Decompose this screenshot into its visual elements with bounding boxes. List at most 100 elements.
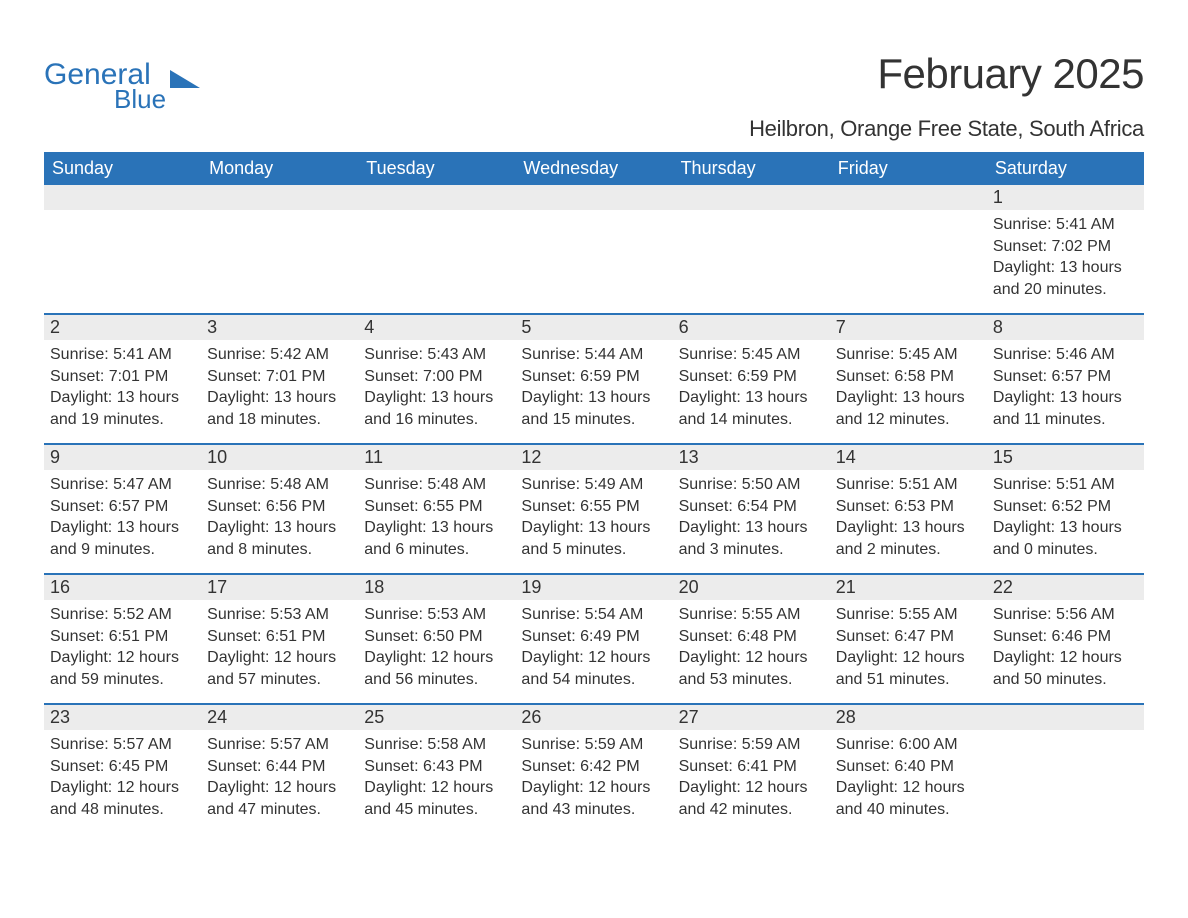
day-content: Sunrise: 5:49 AMSunset: 6:55 PMDaylight:… (515, 470, 672, 568)
day-content: Sunrise: 5:57 AMSunset: 6:45 PMDaylight:… (44, 730, 201, 828)
day-cell: 6Sunrise: 5:45 AMSunset: 6:59 PMDaylight… (673, 315, 830, 443)
day-dl2: and 14 minutes. (679, 409, 824, 431)
day-cell: 22Sunrise: 5:56 AMSunset: 6:46 PMDayligh… (987, 575, 1144, 703)
day-sunset: Sunset: 6:55 PM (364, 496, 509, 518)
day-number (358, 185, 515, 210)
day-content: Sunrise: 5:48 AMSunset: 6:56 PMDaylight:… (201, 470, 358, 568)
logo-icon (170, 66, 200, 88)
day-cell: 13Sunrise: 5:50 AMSunset: 6:54 PMDayligh… (673, 445, 830, 573)
day-dl1: Daylight: 13 hours (993, 257, 1138, 279)
weekday-header: Wednesday (515, 152, 672, 185)
day-number: 12 (515, 445, 672, 470)
logo-word-blue: Blue (114, 86, 166, 112)
day-dl1: Daylight: 12 hours (521, 777, 666, 799)
day-content: Sunrise: 5:59 AMSunset: 6:42 PMDaylight:… (515, 730, 672, 828)
day-cell: 7Sunrise: 5:45 AMSunset: 6:58 PMDaylight… (830, 315, 987, 443)
day-content: Sunrise: 5:47 AMSunset: 6:57 PMDaylight:… (44, 470, 201, 568)
day-cell: 23Sunrise: 5:57 AMSunset: 6:45 PMDayligh… (44, 705, 201, 833)
day-cell: 25Sunrise: 5:58 AMSunset: 6:43 PMDayligh… (358, 705, 515, 833)
day-number (201, 185, 358, 210)
day-dl1: Daylight: 13 hours (993, 387, 1138, 409)
week-row: 1Sunrise: 5:41 AMSunset: 7:02 PMDaylight… (44, 185, 1144, 313)
day-sunrise: Sunrise: 5:45 AM (679, 344, 824, 366)
day-number: 24 (201, 705, 358, 730)
day-content: Sunrise: 5:46 AMSunset: 6:57 PMDaylight:… (987, 340, 1144, 438)
day-sunset: Sunset: 6:48 PM (679, 626, 824, 648)
day-dl1: Daylight: 12 hours (993, 647, 1138, 669)
day-sunset: Sunset: 6:54 PM (679, 496, 824, 518)
day-dl2: and 40 minutes. (836, 799, 981, 821)
day-cell: 26Sunrise: 5:59 AMSunset: 6:42 PMDayligh… (515, 705, 672, 833)
day-content: Sunrise: 5:42 AMSunset: 7:01 PMDaylight:… (201, 340, 358, 438)
day-dl1: Daylight: 12 hours (521, 647, 666, 669)
day-content: Sunrise: 5:54 AMSunset: 6:49 PMDaylight:… (515, 600, 672, 698)
day-sunrise: Sunrise: 5:46 AM (993, 344, 1138, 366)
day-number: 11 (358, 445, 515, 470)
weekday-header: Saturday (987, 152, 1144, 185)
day-sunrise: Sunrise: 5:43 AM (364, 344, 509, 366)
day-sunrise: Sunrise: 5:49 AM (521, 474, 666, 496)
day-number: 20 (673, 575, 830, 600)
day-number: 19 (515, 575, 672, 600)
day-sunrise: Sunrise: 5:48 AM (207, 474, 352, 496)
day-number: 8 (987, 315, 1144, 340)
day-sunrise: Sunrise: 5:59 AM (679, 734, 824, 756)
day-dl2: and 47 minutes. (207, 799, 352, 821)
day-sunset: Sunset: 6:40 PM (836, 756, 981, 778)
day-number: 3 (201, 315, 358, 340)
day-cell: 3Sunrise: 5:42 AMSunset: 7:01 PMDaylight… (201, 315, 358, 443)
day-dl2: and 43 minutes. (521, 799, 666, 821)
day-content: Sunrise: 5:51 AMSunset: 6:52 PMDaylight:… (987, 470, 1144, 568)
day-sunset: Sunset: 6:53 PM (836, 496, 981, 518)
day-cell: 4Sunrise: 5:43 AMSunset: 7:00 PMDaylight… (358, 315, 515, 443)
day-dl2: and 18 minutes. (207, 409, 352, 431)
day-number: 4 (358, 315, 515, 340)
day-sunset: Sunset: 6:57 PM (50, 496, 195, 518)
day-dl1: Daylight: 12 hours (364, 777, 509, 799)
day-number (44, 185, 201, 210)
day-content: Sunrise: 5:48 AMSunset: 6:55 PMDaylight:… (358, 470, 515, 568)
day-sunrise: Sunrise: 5:41 AM (993, 214, 1138, 236)
day-number: 16 (44, 575, 201, 600)
day-cell: 17Sunrise: 5:53 AMSunset: 6:51 PMDayligh… (201, 575, 358, 703)
day-dl1: Daylight: 13 hours (50, 387, 195, 409)
day-number: 22 (987, 575, 1144, 600)
day-content: Sunrise: 5:44 AMSunset: 6:59 PMDaylight:… (515, 340, 672, 438)
day-sunset: Sunset: 7:01 PM (207, 366, 352, 388)
day-dl1: Daylight: 12 hours (679, 777, 824, 799)
day-dl1: Daylight: 13 hours (364, 517, 509, 539)
day-sunrise: Sunrise: 5:53 AM (364, 604, 509, 626)
day-number: 6 (673, 315, 830, 340)
day-content: Sunrise: 5:50 AMSunset: 6:54 PMDaylight:… (673, 470, 830, 568)
day-cell: 15Sunrise: 5:51 AMSunset: 6:52 PMDayligh… (987, 445, 1144, 573)
day-number: 5 (515, 315, 672, 340)
day-content: Sunrise: 5:59 AMSunset: 6:41 PMDaylight:… (673, 730, 830, 828)
day-sunset: Sunset: 6:44 PM (207, 756, 352, 778)
logo: General Blue (44, 50, 200, 112)
day-dl1: Daylight: 12 hours (207, 777, 352, 799)
day-dl2: and 54 minutes. (521, 669, 666, 691)
day-sunrise: Sunrise: 5:57 AM (50, 734, 195, 756)
week-row: 2Sunrise: 5:41 AMSunset: 7:01 PMDaylight… (44, 313, 1144, 443)
day-cell: 11Sunrise: 5:48 AMSunset: 6:55 PMDayligh… (358, 445, 515, 573)
header: General Blue February 2025 Heilbron, Ora… (44, 50, 1144, 142)
day-dl1: Daylight: 13 hours (521, 387, 666, 409)
day-number: 17 (201, 575, 358, 600)
day-sunrise: Sunrise: 5:55 AM (679, 604, 824, 626)
day-content: Sunrise: 5:45 AMSunset: 6:58 PMDaylight:… (830, 340, 987, 438)
weekday-header: Monday (201, 152, 358, 185)
day-cell: 1Sunrise: 5:41 AMSunset: 7:02 PMDaylight… (987, 185, 1144, 313)
day-number: 28 (830, 705, 987, 730)
weekday-header-row: SundayMondayTuesdayWednesdayThursdayFrid… (44, 152, 1144, 185)
day-dl1: Daylight: 13 hours (50, 517, 195, 539)
day-cell: 12Sunrise: 5:49 AMSunset: 6:55 PMDayligh… (515, 445, 672, 573)
weekday-header: Friday (830, 152, 987, 185)
day-dl1: Daylight: 13 hours (993, 517, 1138, 539)
week-row: 9Sunrise: 5:47 AMSunset: 6:57 PMDaylight… (44, 443, 1144, 573)
day-sunset: Sunset: 6:45 PM (50, 756, 195, 778)
day-dl2: and 6 minutes. (364, 539, 509, 561)
day-content: Sunrise: 5:56 AMSunset: 6:46 PMDaylight:… (987, 600, 1144, 698)
day-dl2: and 45 minutes. (364, 799, 509, 821)
day-dl2: and 48 minutes. (50, 799, 195, 821)
day-dl1: Daylight: 12 hours (836, 777, 981, 799)
